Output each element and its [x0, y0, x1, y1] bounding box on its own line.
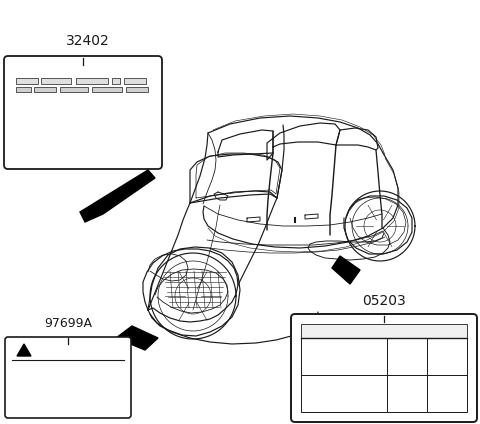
- Bar: [112, 78, 120, 84]
- Polygon shape: [332, 256, 360, 284]
- Text: 97699A: 97699A: [44, 317, 92, 330]
- FancyBboxPatch shape: [5, 337, 131, 418]
- Polygon shape: [17, 344, 31, 356]
- Bar: [301, 338, 467, 412]
- Bar: [34, 87, 56, 92]
- Polygon shape: [80, 170, 155, 222]
- Polygon shape: [116, 326, 158, 350]
- Bar: [301, 324, 467, 338]
- FancyBboxPatch shape: [4, 56, 162, 169]
- Bar: [76, 78, 108, 84]
- Bar: [126, 87, 148, 92]
- Bar: [16, 87, 31, 92]
- Bar: [60, 87, 88, 92]
- Text: 32402: 32402: [66, 34, 110, 48]
- Bar: [41, 78, 71, 84]
- Bar: [92, 87, 122, 92]
- Text: 05203: 05203: [362, 294, 406, 308]
- Bar: [124, 78, 146, 84]
- FancyBboxPatch shape: [291, 314, 477, 422]
- Bar: [16, 78, 38, 84]
